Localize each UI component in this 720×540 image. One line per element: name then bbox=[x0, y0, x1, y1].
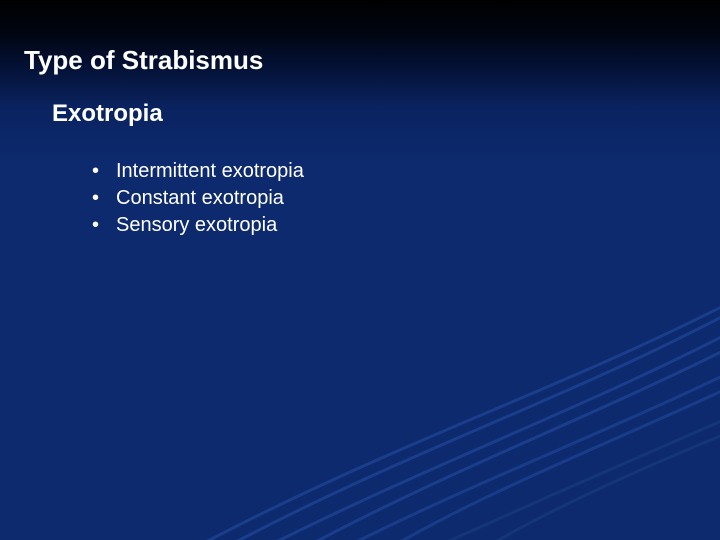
list-item: • Intermittent exotropia bbox=[92, 158, 304, 185]
background-swoosh bbox=[0, 0, 720, 540]
bullet-text: Intermittent exotropia bbox=[116, 158, 304, 185]
slide-subtitle: Exotropia bbox=[52, 100, 163, 128]
bullet-text: Constant exotropia bbox=[116, 185, 284, 212]
slide: Type of Strabismus Exotropia • Intermitt… bbox=[0, 0, 720, 540]
slide-title: Type of Strabismus bbox=[24, 45, 263, 76]
bullet-icon: • bbox=[92, 158, 116, 185]
list-item: • Sensory exotropia bbox=[92, 212, 304, 239]
bullet-text: Sensory exotropia bbox=[116, 212, 277, 239]
bullet-icon: • bbox=[92, 185, 116, 212]
bullet-list: • Intermittent exotropia • Constant exot… bbox=[92, 158, 304, 239]
list-item: • Constant exotropia bbox=[92, 185, 304, 212]
bullet-icon: • bbox=[92, 212, 116, 239]
